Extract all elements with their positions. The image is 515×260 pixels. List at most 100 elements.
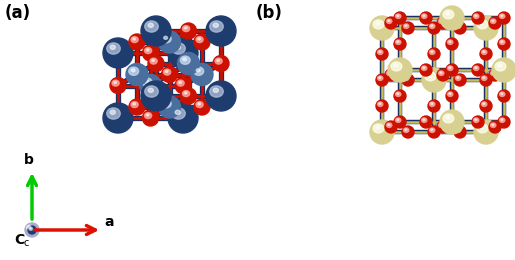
Ellipse shape (198, 103, 201, 105)
Ellipse shape (492, 72, 494, 74)
Ellipse shape (112, 80, 119, 86)
Ellipse shape (397, 15, 399, 17)
Ellipse shape (482, 76, 487, 80)
Ellipse shape (430, 102, 435, 106)
Ellipse shape (440, 20, 442, 22)
Ellipse shape (110, 77, 126, 94)
Ellipse shape (180, 23, 197, 39)
Ellipse shape (379, 51, 381, 53)
Ellipse shape (396, 92, 401, 96)
Ellipse shape (440, 72, 442, 74)
Ellipse shape (482, 102, 487, 106)
Ellipse shape (394, 12, 406, 24)
Ellipse shape (213, 23, 218, 27)
Ellipse shape (171, 43, 185, 54)
Ellipse shape (421, 66, 427, 70)
Ellipse shape (386, 123, 392, 127)
Ellipse shape (129, 34, 145, 50)
Ellipse shape (489, 17, 501, 29)
Ellipse shape (402, 74, 414, 86)
Ellipse shape (103, 38, 133, 68)
Ellipse shape (25, 223, 39, 237)
Ellipse shape (376, 74, 388, 86)
Ellipse shape (473, 14, 479, 18)
Ellipse shape (141, 81, 171, 111)
Ellipse shape (376, 22, 380, 25)
Ellipse shape (483, 103, 485, 105)
Ellipse shape (492, 124, 494, 126)
Ellipse shape (483, 77, 485, 79)
Ellipse shape (431, 51, 433, 53)
Ellipse shape (388, 20, 390, 22)
Ellipse shape (446, 90, 458, 102)
Ellipse shape (440, 110, 464, 134)
Ellipse shape (131, 37, 138, 43)
Ellipse shape (483, 51, 485, 53)
Ellipse shape (159, 96, 180, 118)
Ellipse shape (457, 25, 459, 27)
Ellipse shape (148, 55, 164, 72)
Ellipse shape (146, 114, 149, 116)
Ellipse shape (146, 49, 149, 51)
Ellipse shape (143, 110, 159, 126)
Ellipse shape (440, 124, 442, 126)
Ellipse shape (143, 45, 159, 61)
Ellipse shape (141, 16, 171, 46)
Ellipse shape (482, 50, 487, 54)
Ellipse shape (370, 120, 394, 144)
Ellipse shape (376, 126, 380, 129)
Ellipse shape (423, 67, 425, 69)
Ellipse shape (379, 103, 381, 105)
Ellipse shape (385, 121, 397, 133)
Ellipse shape (210, 86, 223, 97)
Ellipse shape (179, 81, 182, 83)
Ellipse shape (437, 17, 449, 29)
Ellipse shape (422, 68, 446, 92)
Ellipse shape (206, 81, 236, 111)
Ellipse shape (175, 77, 191, 94)
Ellipse shape (472, 12, 484, 24)
Ellipse shape (394, 38, 406, 50)
Ellipse shape (29, 227, 32, 230)
Ellipse shape (150, 58, 157, 64)
Ellipse shape (437, 121, 449, 133)
Ellipse shape (501, 93, 503, 95)
Ellipse shape (420, 64, 432, 76)
Ellipse shape (161, 100, 171, 108)
Ellipse shape (397, 41, 399, 43)
Ellipse shape (420, 12, 432, 24)
Ellipse shape (448, 40, 453, 44)
Ellipse shape (500, 14, 505, 18)
Ellipse shape (396, 40, 401, 44)
Ellipse shape (194, 99, 210, 115)
Ellipse shape (396, 118, 401, 122)
Ellipse shape (437, 69, 449, 81)
Ellipse shape (454, 126, 466, 138)
Ellipse shape (431, 103, 433, 105)
Ellipse shape (379, 77, 381, 79)
Ellipse shape (477, 20, 488, 29)
Ellipse shape (449, 93, 451, 95)
Ellipse shape (479, 126, 484, 129)
Ellipse shape (148, 88, 153, 92)
Ellipse shape (455, 24, 461, 28)
Ellipse shape (386, 19, 392, 23)
Ellipse shape (377, 76, 383, 80)
Ellipse shape (500, 118, 505, 122)
Ellipse shape (373, 20, 384, 29)
Ellipse shape (198, 38, 201, 40)
Ellipse shape (428, 22, 440, 34)
Ellipse shape (126, 63, 148, 86)
Ellipse shape (490, 19, 496, 23)
Ellipse shape (430, 24, 435, 28)
Ellipse shape (428, 100, 440, 112)
Ellipse shape (430, 50, 435, 54)
Ellipse shape (501, 15, 503, 17)
Ellipse shape (427, 74, 432, 77)
Ellipse shape (448, 66, 453, 70)
Ellipse shape (145, 80, 148, 83)
Ellipse shape (145, 113, 152, 119)
Ellipse shape (386, 71, 392, 75)
Ellipse shape (454, 22, 466, 34)
Ellipse shape (28, 226, 31, 228)
